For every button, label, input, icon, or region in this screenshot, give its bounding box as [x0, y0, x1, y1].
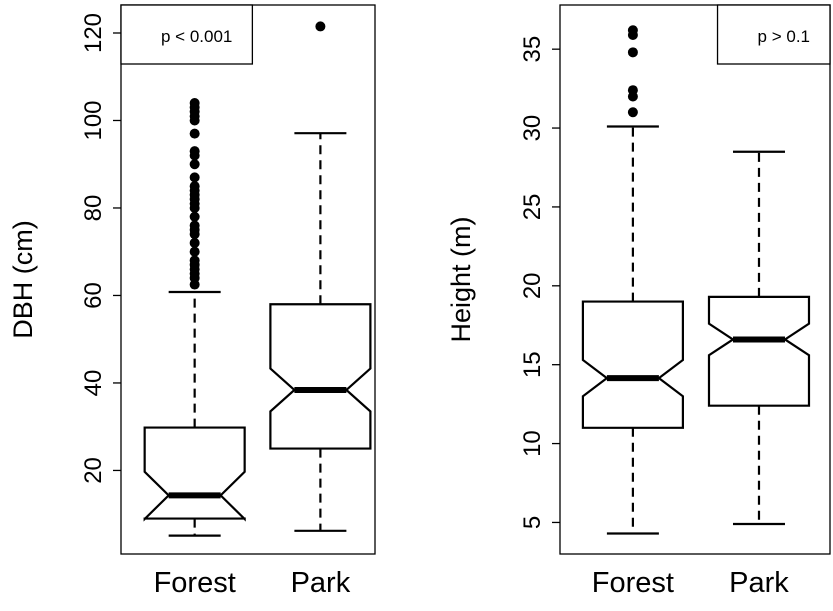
- y-axis-label: DBH (cm): [8, 220, 38, 338]
- outlier: [627, 47, 638, 58]
- outlier: [627, 85, 638, 96]
- y-axis-label: Height (m): [446, 216, 476, 342]
- outlier: [189, 159, 200, 170]
- outlier: [189, 246, 200, 257]
- box: [269, 303, 372, 450]
- outlier: [189, 220, 200, 231]
- y-tick-label: 30: [519, 115, 546, 142]
- annotation: p > 0.1: [758, 27, 810, 46]
- x-tick-label: Park: [291, 567, 351, 599]
- outlier: [189, 237, 200, 248]
- x-tick-label: Park: [729, 567, 789, 599]
- y-tick-label: 100: [80, 100, 107, 140]
- box: [143, 426, 246, 522]
- y-tick-label: 80: [80, 195, 107, 222]
- outlier: [627, 107, 638, 118]
- annotation-box: [716, 4, 831, 65]
- outlier: [189, 128, 200, 139]
- box: [581, 300, 685, 429]
- box: [707, 295, 811, 407]
- x-tick-label: Forest: [592, 567, 674, 599]
- y-tick-label: 25: [519, 194, 546, 221]
- outlier: [189, 211, 200, 222]
- outlier: [189, 255, 200, 266]
- y-tick-label: 20: [519, 272, 546, 299]
- outlier: [189, 172, 200, 183]
- annotation: p < 0.001: [161, 27, 232, 46]
- plot-frame: [120, 4, 376, 555]
- y-tick-label: 10: [519, 430, 546, 457]
- outlier: [315, 21, 326, 32]
- x-tick-label: Forest: [154, 567, 236, 599]
- plot-frame: [559, 4, 831, 555]
- y-tick-label: 5: [519, 516, 546, 529]
- y-tick-label: 60: [80, 282, 107, 309]
- y-tick-label: 120: [80, 13, 107, 53]
- y-tick-label: 15: [519, 351, 546, 378]
- y-tick-label: 40: [80, 370, 107, 397]
- outlier: [627, 25, 638, 36]
- outlier: [189, 97, 200, 108]
- outlier: [189, 181, 200, 192]
- y-tick-label: 35: [519, 36, 546, 63]
- outlier: [189, 146, 200, 157]
- y-tick-label: 20: [80, 457, 107, 484]
- annotation-box: [120, 4, 254, 65]
